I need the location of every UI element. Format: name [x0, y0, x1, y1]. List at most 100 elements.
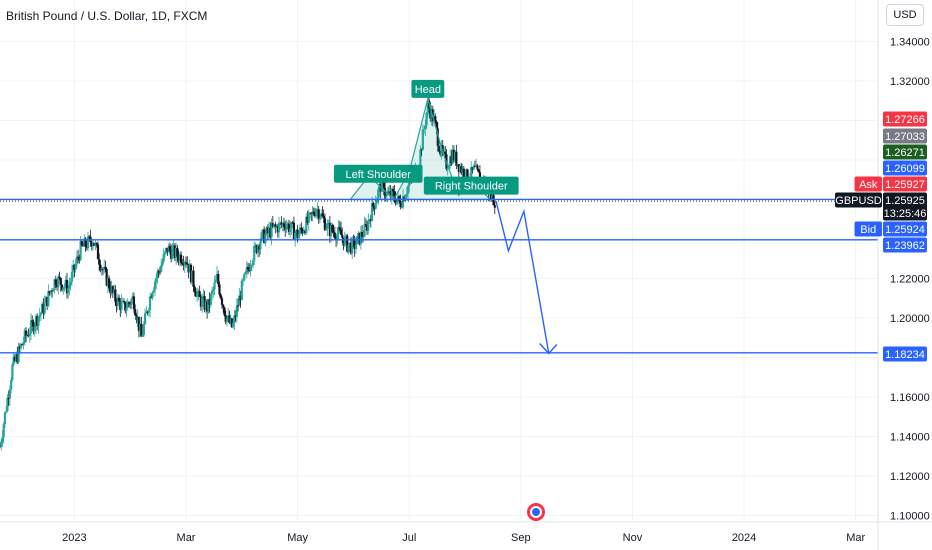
arrow-head [539, 343, 558, 355]
pattern-label-1: Head [411, 79, 445, 98]
candle-body [470, 167, 473, 181]
candle-body [46, 296, 49, 306]
candle-body [307, 213, 310, 223]
candle-body [346, 235, 349, 252]
candle-body [225, 318, 229, 322]
candle-body [316, 209, 319, 211]
candle-body [359, 231, 362, 245]
price-tag-value: 1.25925 [885, 195, 925, 207]
price-tag-bg [883, 237, 927, 253]
candle-body [191, 270, 194, 283]
candle-body [215, 273, 219, 280]
candle-body [312, 211, 315, 215]
candle-body [227, 315, 230, 319]
candle-body [240, 280, 243, 301]
candle-body [315, 209, 318, 217]
candle-body [165, 247, 168, 252]
time-axis[interactable]: 2023 Mar May Jul Sep Nov 2024 Mar [0, 521, 932, 544]
candle-body [103, 266, 106, 271]
candle-body [146, 311, 149, 313]
candle-body [177, 256, 180, 261]
price-tag-value: 13:25:46 [884, 208, 927, 220]
candle-body [50, 290, 54, 292]
price-axis[interactable]: 1.34000 1.32000 1.22000 1.20000 1.16000 1.140… [877, 0, 930, 550]
pattern-label-bg [423, 176, 519, 195]
candle-body [218, 284, 221, 295]
price-tag-value: 1.27033 [885, 131, 925, 143]
candle-body [69, 281, 72, 286]
candle-body [439, 151, 442, 155]
candle-body [295, 229, 298, 234]
candle-body [460, 166, 463, 173]
candle-body [88, 236, 91, 238]
candle-body [432, 116, 436, 122]
candle-body [163, 251, 167, 254]
x-tick-label: Jul [402, 532, 416, 544]
candle-body [398, 195, 401, 202]
candle-body [364, 224, 367, 226]
candle-body [194, 292, 198, 297]
candle-body [192, 270, 195, 287]
price-tag-bg [883, 205, 927, 221]
candle-body [5, 411, 8, 413]
candle-body [475, 165, 478, 167]
candle-body [203, 296, 206, 310]
candle-body [390, 189, 393, 198]
candle-body [271, 223, 274, 227]
candle-body [197, 291, 200, 294]
candle-body [425, 112, 428, 126]
candle-body [286, 223, 289, 226]
pattern-label-text: Left Shoulder [346, 169, 412, 181]
candle-body [429, 108, 432, 119]
candle-body [235, 305, 238, 317]
candle-body [456, 164, 459, 166]
candle-body [90, 242, 93, 247]
candle-body [311, 211, 314, 215]
candle-body [368, 219, 371, 221]
candle-body [224, 315, 227, 322]
price-tag-1: 1.27033 [883, 128, 927, 144]
candle-body [465, 169, 468, 182]
candle-body [145, 311, 148, 314]
candle-body [279, 222, 282, 224]
candle-body [233, 315, 236, 324]
candle-body [49, 290, 52, 294]
candle-body [372, 202, 375, 207]
currency-button[interactable]: USD [886, 4, 924, 26]
price-tag-bg [883, 160, 927, 176]
candle-body [256, 245, 260, 253]
candle-body [458, 166, 462, 172]
candle-body [59, 278, 62, 285]
candle-body [367, 220, 370, 231]
candle-body [48, 291, 51, 294]
candle-body [18, 346, 21, 348]
candle-body [83, 238, 86, 247]
candle-body [310, 212, 313, 215]
candle-body [323, 218, 327, 231]
price-tag-0: 1.27266 [883, 111, 927, 127]
candle-body [210, 291, 214, 295]
candle-body [462, 168, 465, 179]
candle-body [178, 254, 181, 261]
candle-body [100, 269, 103, 271]
candle-body [265, 227, 268, 234]
candle-body [299, 227, 302, 234]
y-tick-label: 1.20000 [890, 313, 930, 325]
pattern-label-2: Right Shoulder [423, 176, 519, 195]
candle-body [342, 237, 345, 246]
candle-body [68, 285, 71, 289]
y-tick-label: 1.12000 [890, 471, 930, 483]
candle-body [52, 290, 55, 292]
candle-body [182, 263, 185, 266]
candle-body [167, 246, 170, 253]
candle-body [403, 196, 406, 201]
candle-body [64, 279, 67, 287]
candle-body [435, 121, 438, 129]
y-tick-label: 1.32000 [890, 76, 930, 88]
candle-body [305, 216, 308, 234]
candle-body [81, 245, 85, 247]
pattern-label-text: Right Shoulder [435, 181, 508, 193]
candle-body [170, 250, 173, 259]
candle-body [385, 192, 389, 196]
